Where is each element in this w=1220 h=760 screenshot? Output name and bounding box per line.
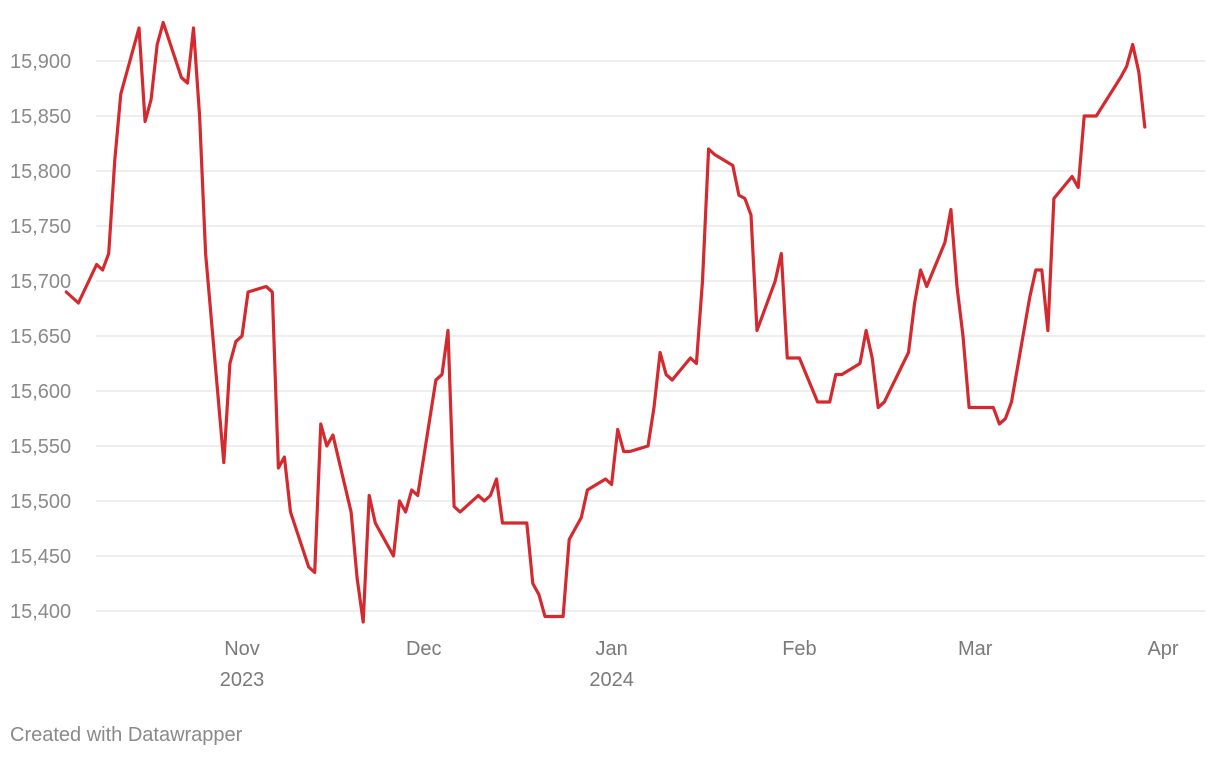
x-tick-label: Apr: [1147, 638, 1178, 660]
series-line-0: [64, 20, 1147, 624]
y-tick-label: 15,900: [10, 51, 71, 73]
y-tick-label: 15,550: [10, 436, 71, 458]
y-tick-label: 15,500: [10, 491, 71, 513]
y-tick-label: 15,650: [10, 326, 71, 348]
x-tick-label: Mar: [958, 638, 993, 660]
y-tick-label: 15,700: [10, 271, 71, 293]
line-chart: 15,400 15,450 15,500 15,550 15,600 15,650 15,7…: [10, 20, 1205, 691]
y-tick-label: 15,850: [10, 106, 71, 128]
y-tick-label: 15,600: [10, 381, 71, 403]
x-tick-label: Dec: [406, 638, 442, 660]
y-tick-label: 15,750: [10, 216, 71, 238]
x-tick-label: Nov: [224, 638, 260, 660]
gridlines: [96, 60, 1205, 612]
x-tick-year-label: 2023: [220, 669, 265, 691]
x-tick-year-label: 2024: [589, 669, 634, 691]
y-tick-label: 15,400: [10, 601, 71, 623]
series-layer: [64, 20, 1147, 624]
x-tick-label: Jan: [595, 638, 627, 660]
x-axis-tick-labels: Nov 2023 Dec Jan 2024 Feb Mar Apr: [220, 638, 1179, 691]
y-tick-label: 15,450: [10, 546, 71, 568]
datawrapper-credit: Created with Datawrapper: [10, 724, 243, 746]
y-tick-label: 15,800: [10, 161, 71, 183]
y-axis-tick-labels: 15,400 15,450 15,500 15,550 15,600 15,650 15,7…: [10, 51, 71, 623]
x-tick-label: Feb: [782, 638, 816, 660]
